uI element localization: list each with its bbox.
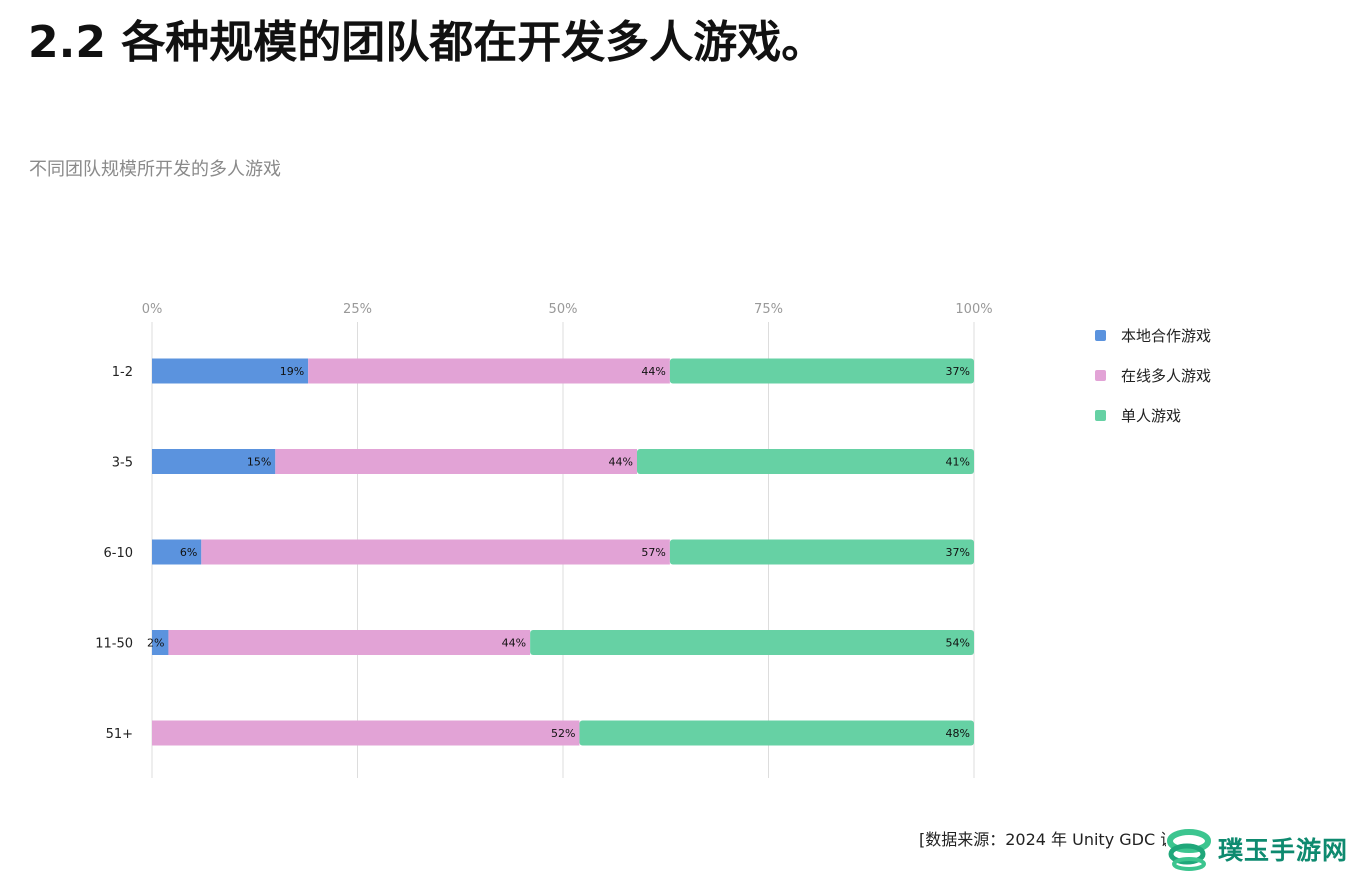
y-category-label: 11-50	[95, 637, 133, 652]
data-source-note: [数据来源：2024 年 Unity GDC 调	[919, 830, 1177, 849]
data-label: 37%	[946, 365, 970, 378]
bar-segment	[669, 539, 974, 565]
chart-title: 2.2 各种规模的团队都在开发多人游戏。	[28, 17, 826, 68]
data-label: 37%	[946, 546, 970, 559]
data-label: 2%	[147, 637, 164, 650]
watermark: 璞玉手游网	[1166, 822, 1361, 875]
chart-subtitle: 不同团队规模所开发的多人游戏	[29, 159, 281, 180]
data-label: 41%	[946, 456, 970, 469]
data-label: 57%	[641, 546, 665, 559]
legend-item-online-multiplayer: 在线多人游戏	[1095, 362, 1211, 388]
data-label: 15%	[247, 456, 271, 469]
data-label: 44%	[502, 637, 526, 650]
watermark-logo-icon	[1167, 828, 1211, 871]
bar-segment	[308, 358, 670, 384]
data-label: 6%	[180, 546, 197, 559]
bar-segment	[152, 358, 309, 384]
legend-item-local-coop: 本地合作游戏	[1095, 322, 1211, 348]
x-tick-label: 25%	[343, 302, 372, 317]
bar-segment	[530, 630, 974, 655]
bar-segment	[201, 539, 670, 565]
bar-segment	[579, 720, 974, 746]
bar-segment	[669, 358, 974, 384]
y-category-label: 51+	[106, 727, 133, 742]
x-tick-label: 0%	[142, 302, 163, 317]
y-category-label: 1-2	[112, 365, 133, 380]
bar-segment	[152, 720, 580, 746]
y-category-label: 3-5	[112, 456, 133, 471]
data-label: 54%	[946, 637, 970, 650]
bar-segment	[275, 449, 637, 474]
bar-segment	[152, 539, 202, 565]
legend-item-single-player: 单人游戏	[1095, 402, 1211, 428]
x-tick-label: 100%	[955, 302, 992, 317]
bar-segment	[152, 449, 276, 474]
data-label: 19%	[280, 365, 304, 378]
data-label: 52%	[551, 727, 575, 740]
x-tick-label: 75%	[754, 302, 783, 317]
data-label: 48%	[946, 727, 970, 740]
legend-label-online-multiplayer: 在线多人游戏	[1121, 366, 1212, 385]
x-tick-label: 50%	[549, 302, 578, 317]
bar-segment	[152, 630, 169, 655]
bar-segment	[168, 630, 531, 655]
bar-segment	[636, 449, 974, 474]
legend-swatch-local-coop	[1095, 329, 1106, 341]
legend-label-single-player: 单人游戏	[1121, 406, 1182, 425]
legend-label-local-coop: 本地合作游戏	[1121, 326, 1212, 345]
y-category-label: 6-10	[103, 546, 133, 561]
data-label: 44%	[609, 456, 633, 469]
legend-swatch-online-multiplayer	[1095, 369, 1106, 381]
watermark-text: 璞玉手游网	[1218, 835, 1349, 865]
data-label: 44%	[641, 365, 665, 378]
legend: 本地合作游戏 在线多人游戏 单人游戏	[1095, 322, 1211, 442]
legend-swatch-single-player	[1095, 409, 1106, 421]
